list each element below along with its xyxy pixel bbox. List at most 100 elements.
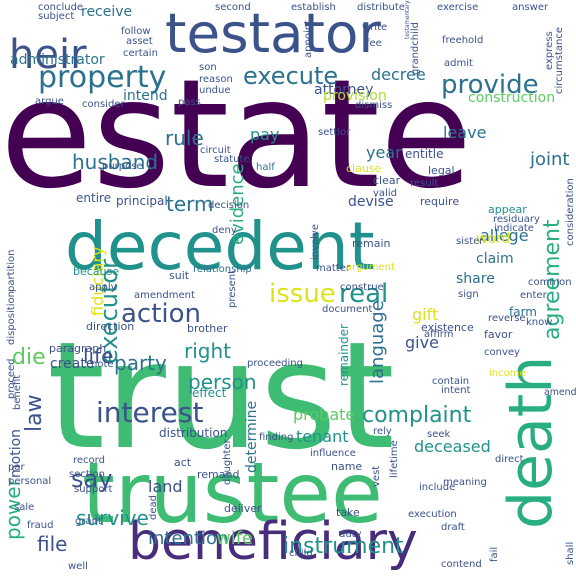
- word-life: life: [83, 344, 113, 368]
- word-power: power: [1, 477, 25, 540]
- word-intent: intent: [441, 385, 471, 396]
- word-evidence: evidence: [227, 163, 248, 245]
- word-dead: dead: [148, 495, 159, 520]
- word-result: result: [410, 178, 438, 189]
- word-legal: legal: [428, 164, 455, 177]
- word-provision: provision: [323, 88, 387, 104]
- word-heir: heir: [9, 32, 87, 78]
- word-know: know: [526, 317, 552, 328]
- word-remainder: remainder: [337, 324, 351, 386]
- word-term: term: [166, 192, 214, 216]
- word-admit: admit: [444, 58, 473, 69]
- word-because: because: [73, 265, 119, 278]
- word-convey: convey: [484, 347, 520, 358]
- word-brother: brother: [187, 322, 228, 335]
- word-word: word: [476, 231, 510, 247]
- word-dismiss: dismiss: [355, 100, 392, 111]
- word-rule: rule: [165, 126, 204, 150]
- word-death: death: [496, 356, 566, 529]
- word-express: express: [544, 31, 555, 70]
- word-year: year: [366, 143, 402, 162]
- word-appear: appear: [488, 203, 527, 216]
- word-exercise: exercise: [437, 2, 478, 13]
- word-person: person: [188, 370, 257, 394]
- word-construction: construction: [468, 90, 555, 106]
- word-law: law: [22, 394, 47, 432]
- word-clear: clear: [373, 174, 401, 187]
- word-grant: grant: [75, 516, 102, 527]
- word-answer: answer: [512, 2, 549, 13]
- word-circumstance: circumstance: [554, 27, 565, 94]
- word-note: note: [91, 359, 114, 370]
- word-conclude: conclude: [38, 2, 83, 13]
- word-administrator: administrator: [10, 52, 105, 68]
- word-amendment: amendment: [134, 290, 195, 301]
- word-present: present: [227, 270, 238, 308]
- word-section: section: [69, 469, 105, 480]
- word-affirm: affirm: [424, 329, 453, 340]
- word-require: require: [420, 195, 459, 208]
- word-proceeding: proceeding: [247, 358, 303, 369]
- word-decree: decree: [371, 65, 426, 84]
- word-entitle: entitle: [405, 147, 443, 161]
- word-appoint: appoint: [303, 20, 314, 58]
- word-pay: pay: [250, 125, 279, 144]
- word-reason: reason: [199, 74, 233, 85]
- word-record: record: [73, 455, 105, 466]
- word-well: well: [68, 561, 88, 572]
- word-remain: remain: [352, 237, 391, 250]
- word-apply: apply: [89, 282, 117, 293]
- word-sister: sister: [456, 236, 484, 247]
- word-income: income: [489, 368, 526, 379]
- word-direct: direct: [495, 454, 524, 465]
- word-benefit: benefit: [12, 375, 23, 410]
- word-claim: claim: [476, 251, 514, 267]
- word-fiduciary: fiduciary: [88, 247, 107, 316]
- word-matter: matter: [316, 263, 351, 274]
- word-name: name: [331, 460, 362, 473]
- word-intend: intend: [123, 88, 168, 104]
- word-favor: favor: [484, 328, 513, 341]
- word-execution: execution: [408, 509, 457, 520]
- word-half: half: [256, 162, 275, 173]
- word-contain: contain: [432, 376, 469, 387]
- word-suit: suit: [169, 269, 190, 282]
- word-right: right: [184, 339, 231, 363]
- word-deliver: deliver: [224, 502, 262, 515]
- word-complaint: complaint: [362, 403, 472, 428]
- word-attorney: attorney: [314, 82, 373, 98]
- word-share: share: [456, 271, 495, 287]
- word-probate: probate: [293, 405, 355, 424]
- word-motion: motion: [8, 429, 24, 478]
- word-receive: receive: [81, 4, 132, 20]
- word-party: party: [114, 351, 167, 375]
- word-allege: allege: [480, 226, 529, 245]
- word-circuit: circuit: [200, 145, 231, 156]
- word-interest: interest: [96, 396, 203, 429]
- word-provide: provide: [441, 70, 539, 100]
- word-rely: rely: [373, 426, 392, 437]
- word-testamentary: testamentary: [405, 0, 411, 39]
- word-entire: entire: [76, 191, 111, 205]
- word-issue: issue: [269, 279, 336, 309]
- word-remand: remand: [197, 468, 239, 481]
- word-agreement: agreement: [540, 219, 565, 340]
- word-son: son: [199, 62, 217, 73]
- word-husband: husband: [72, 150, 158, 174]
- word-distribution: distribution: [159, 426, 227, 440]
- word-create: create: [50, 356, 94, 372]
- word-trustee: trustee: [82, 444, 383, 542]
- word-tenant: tenant: [296, 427, 348, 446]
- word-testator: testator: [165, 1, 381, 65]
- word-freehold: freehold: [442, 35, 483, 46]
- word-beneficiary: beneficiary: [128, 512, 418, 572]
- word-seek: seek: [427, 429, 451, 440]
- word-document: document: [322, 304, 373, 315]
- word-draft: draft: [441, 522, 465, 533]
- word-file: file: [37, 532, 67, 556]
- word-deceased: deceased: [414, 437, 491, 456]
- word-par: par: [8, 462, 25, 473]
- word-existence: existence: [421, 321, 474, 334]
- word-act: act: [174, 456, 192, 469]
